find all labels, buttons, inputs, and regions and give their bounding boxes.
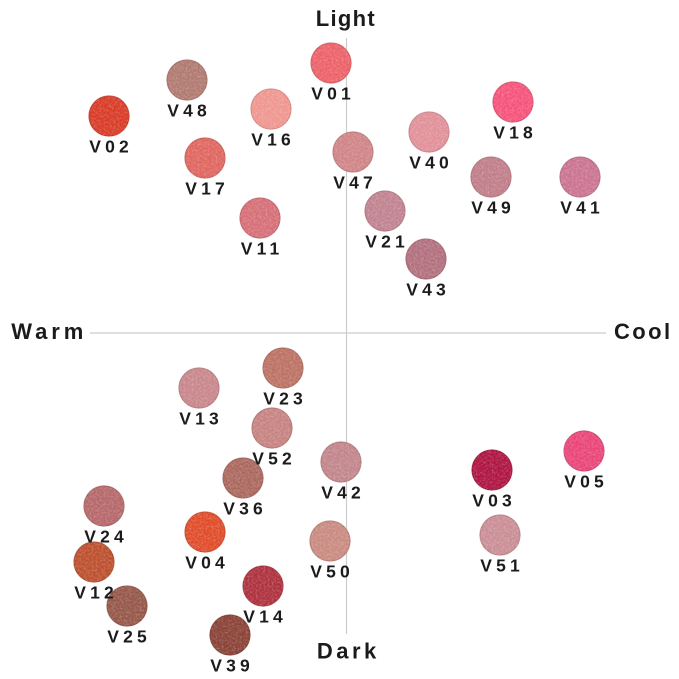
svg-text:V04: V04 — [185, 553, 229, 573]
svg-text:V01: V01 — [311, 84, 355, 104]
svg-text:V23: V23 — [263, 389, 307, 409]
svg-text:V14: V14 — [243, 607, 287, 627]
svg-text:V18: V18 — [493, 123, 537, 143]
svg-text:V02: V02 — [89, 137, 133, 157]
svg-text:V17: V17 — [185, 179, 229, 199]
svg-text:V16: V16 — [251, 130, 295, 150]
svg-text:V24: V24 — [84, 527, 128, 547]
svg-text:V25: V25 — [107, 627, 151, 647]
svg-text:V11: V11 — [241, 239, 284, 259]
svg-text:V36: V36 — [223, 499, 267, 519]
svg-text:Cool: Cool — [614, 319, 672, 344]
svg-text:V12: V12 — [74, 583, 118, 603]
svg-text:V41: V41 — [560, 198, 604, 218]
svg-text:V47: V47 — [333, 173, 377, 193]
svg-text:V48: V48 — [167, 101, 211, 121]
svg-text:Light: Light — [316, 6, 376, 31]
svg-text:V03: V03 — [472, 491, 516, 511]
svg-text:V40: V40 — [409, 153, 453, 173]
svg-text:V50: V50 — [310, 562, 354, 582]
svg-text:Dark: Dark — [317, 639, 380, 664]
svg-text:V21: V21 — [365, 232, 409, 252]
svg-text:V13: V13 — [179, 409, 223, 429]
svg-text:V51: V51 — [480, 556, 524, 576]
svg-text:V43: V43 — [406, 280, 450, 300]
svg-text:V52: V52 — [252, 449, 296, 469]
svg-text:Warm: Warm — [11, 319, 87, 344]
svg-text:V39: V39 — [210, 656, 254, 676]
svg-text:V05: V05 — [564, 472, 608, 492]
svg-text:V49: V49 — [471, 198, 515, 218]
svg-text:V42: V42 — [321, 483, 365, 503]
